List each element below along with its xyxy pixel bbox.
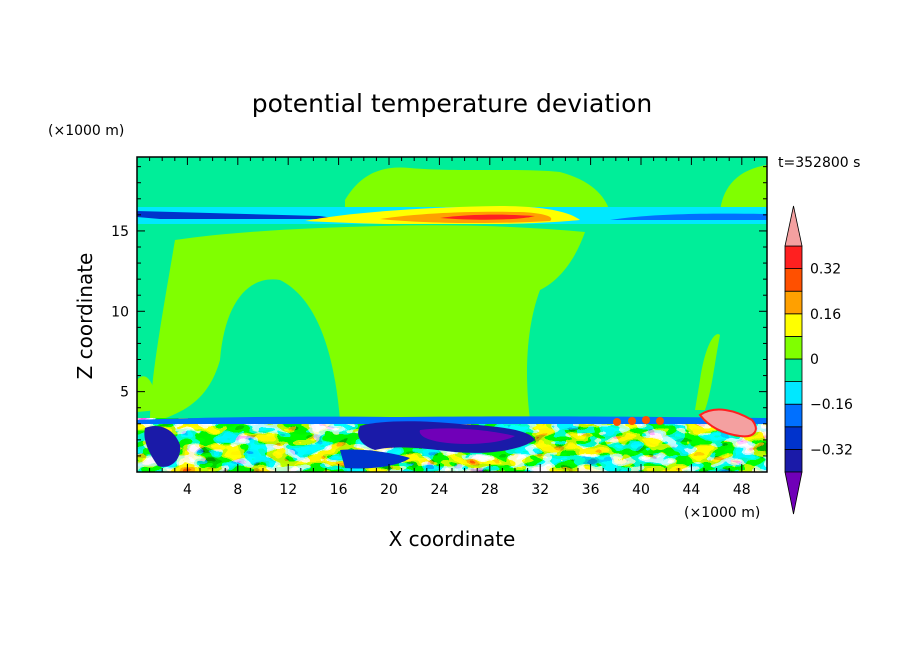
x-axis-label: X coordinate bbox=[389, 527, 516, 551]
boundary-layer-top-cold bbox=[137, 416, 767, 424]
x-tick-label: 44 bbox=[682, 482, 700, 498]
central-warm-column bbox=[150, 225, 585, 420]
plot-area bbox=[137, 157, 767, 472]
y-ticks: 5 10 15 bbox=[111, 166, 767, 457]
warm-blobs-right bbox=[613, 416, 664, 426]
x-unit-label: (×1000 m) bbox=[684, 505, 760, 521]
y-tick-label: 15 bbox=[111, 224, 129, 240]
x-tick-label: 16 bbox=[330, 482, 348, 498]
colorbar-segment bbox=[784, 381, 803, 405]
x-ticks: 4 8 12 16 20 24 28 32 36 40 44 48 bbox=[149, 157, 755, 498]
y-tick-label: 5 bbox=[120, 385, 129, 401]
y-unit-label: (×1000 m) bbox=[48, 123, 124, 139]
x-tick-label: 36 bbox=[582, 482, 600, 498]
time-label: t=352800 s bbox=[778, 155, 860, 171]
colorbar: 0.32 0.16 0 −0.16 −0.32 bbox=[784, 205, 853, 515]
colorbar-tick-label: −0.32 bbox=[810, 442, 853, 458]
upper-right-patch bbox=[720, 165, 767, 212]
colorbar-low-extension bbox=[784, 471, 803, 515]
cold-pool-core bbox=[419, 428, 515, 444]
x-tick-label: 20 bbox=[380, 482, 398, 498]
tropopause-cold-streak-left bbox=[137, 211, 340, 219]
x-tick-label: 8 bbox=[233, 482, 242, 498]
y-axis-label: Z coordinate bbox=[73, 253, 97, 380]
colorbar-segment bbox=[784, 426, 803, 450]
colorbar-tick-label: 0 bbox=[810, 352, 819, 368]
cold-patch-left bbox=[144, 425, 181, 467]
x-tick-label: 4 bbox=[183, 482, 192, 498]
colorbar-tick-label: −0.16 bbox=[810, 397, 853, 413]
x-tick-label: 24 bbox=[430, 482, 448, 498]
left-middle-patch bbox=[137, 376, 158, 412]
tropopause-warm-red bbox=[440, 214, 535, 220]
colorbar-segment bbox=[784, 335, 803, 360]
x-tick-label: 48 bbox=[733, 482, 751, 498]
colorbar-segment bbox=[784, 268, 803, 292]
tropopause-cold-streak-right bbox=[610, 213, 767, 220]
colorbar-segment bbox=[784, 403, 803, 428]
colorbar-high-extension bbox=[784, 205, 803, 247]
x-tick-label: 32 bbox=[531, 482, 549, 498]
chart-title: potential temperature deviation bbox=[252, 89, 652, 118]
colorbar-segment bbox=[784, 290, 803, 315]
warm-anomaly-right-rim bbox=[698, 408, 757, 438]
upper-pale-patch bbox=[345, 167, 610, 212]
colorbar-segment bbox=[784, 358, 803, 383]
colorbar-tick-label: 0.32 bbox=[810, 262, 841, 278]
cold-pool-lower bbox=[340, 449, 410, 469]
colorbar-segment bbox=[784, 448, 803, 473]
colorbar-tick-label: 0.16 bbox=[810, 307, 841, 323]
x-tick-label: 12 bbox=[279, 482, 297, 498]
colorbar-segment bbox=[784, 245, 803, 270]
x-tick-label: 40 bbox=[632, 482, 650, 498]
warm-anomaly-right bbox=[700, 409, 756, 437]
y-tick-label: 10 bbox=[111, 304, 129, 320]
x-tick-label: 28 bbox=[481, 482, 499, 498]
right-middle-patch bbox=[695, 334, 720, 410]
colorbar-segment bbox=[784, 313, 803, 337]
